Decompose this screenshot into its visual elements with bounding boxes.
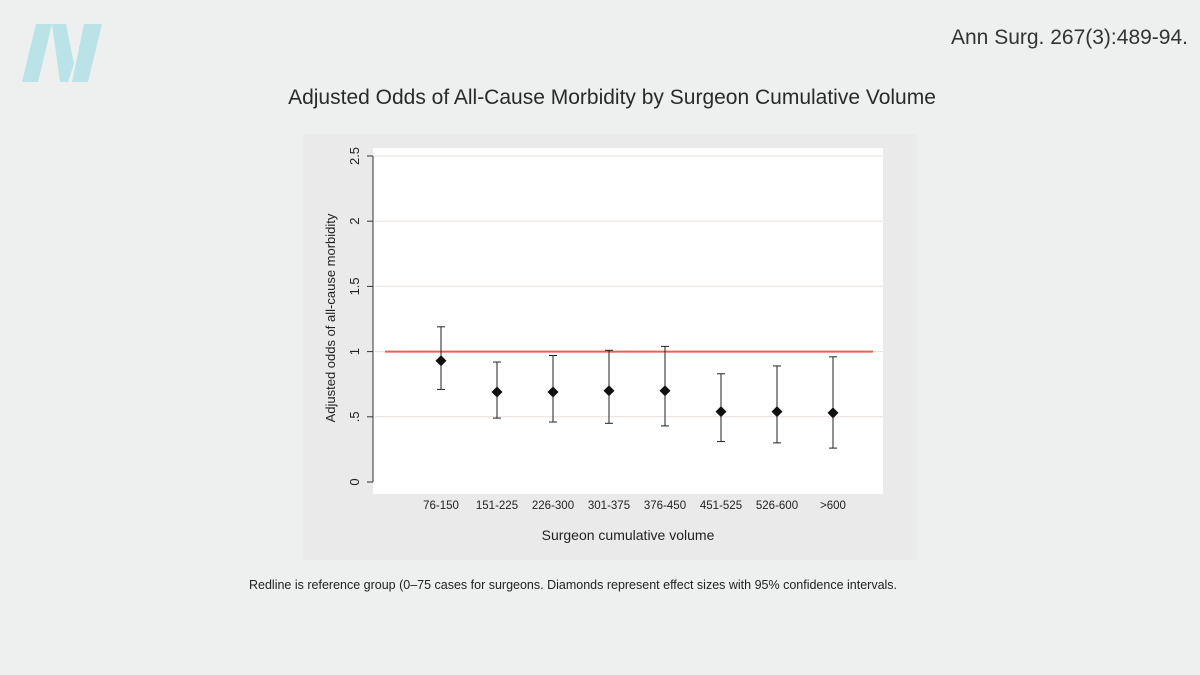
x-tick-label: 301-375 bbox=[588, 500, 630, 512]
diamond-marker bbox=[715, 406, 727, 418]
x-tick-label: >600 bbox=[820, 500, 846, 512]
diamond-marker bbox=[491, 386, 503, 398]
effect-markers bbox=[435, 355, 839, 419]
diamond-marker bbox=[435, 355, 447, 367]
x-tick-label: 151-225 bbox=[476, 500, 518, 512]
chart-panel: 0 .5 1 1.5 2 2.5 76-150 151-225 226-300 301-375 3… bbox=[303, 134, 917, 560]
x-tick-label: 76-150 bbox=[423, 500, 459, 512]
x-tick-label: 376-450 bbox=[644, 500, 686, 512]
x-tick-label: 226-300 bbox=[532, 500, 574, 512]
y-tick-label: 1.5 bbox=[347, 277, 362, 295]
brand-logo-icon bbox=[22, 24, 102, 82]
diamond-marker bbox=[827, 407, 839, 419]
y-axis-label: Adjusted odds of all-cause morbidity bbox=[323, 213, 338, 422]
y-tick-label: 2 bbox=[347, 218, 362, 225]
citation: Ann Surg. 267(3):489-94. bbox=[951, 26, 1188, 49]
x-tick-label: 526-600 bbox=[756, 500, 798, 512]
y-tick-label: .5 bbox=[347, 411, 362, 422]
plot-area bbox=[373, 148, 883, 494]
diamond-marker bbox=[771, 406, 783, 418]
chart: 0 .5 1 1.5 2 2.5 76-150 151-225 226-300 301-375 3… bbox=[323, 147, 883, 543]
slide-title: Adjusted Odds of All-Cause Morbidity by … bbox=[288, 86, 936, 109]
diamond-marker bbox=[603, 385, 615, 397]
y-tick-label: 1 bbox=[347, 348, 362, 355]
y-ticks: 0 .5 1 1.5 2 2.5 bbox=[347, 147, 373, 486]
y-tick-label: 0 bbox=[347, 478, 362, 485]
diamond-marker bbox=[547, 386, 559, 398]
x-axis-label: Surgeon cumulative volume bbox=[542, 527, 715, 543]
caption: Redline is reference group (0–75 cases f… bbox=[249, 578, 898, 592]
x-tick-label: 451-525 bbox=[700, 500, 742, 512]
x-tick-labels: 76-150 151-225 226-300 301-375 376-450 451-52… bbox=[423, 500, 846, 512]
y-tick-label: 2.5 bbox=[347, 147, 362, 165]
diamond-marker bbox=[659, 385, 671, 397]
